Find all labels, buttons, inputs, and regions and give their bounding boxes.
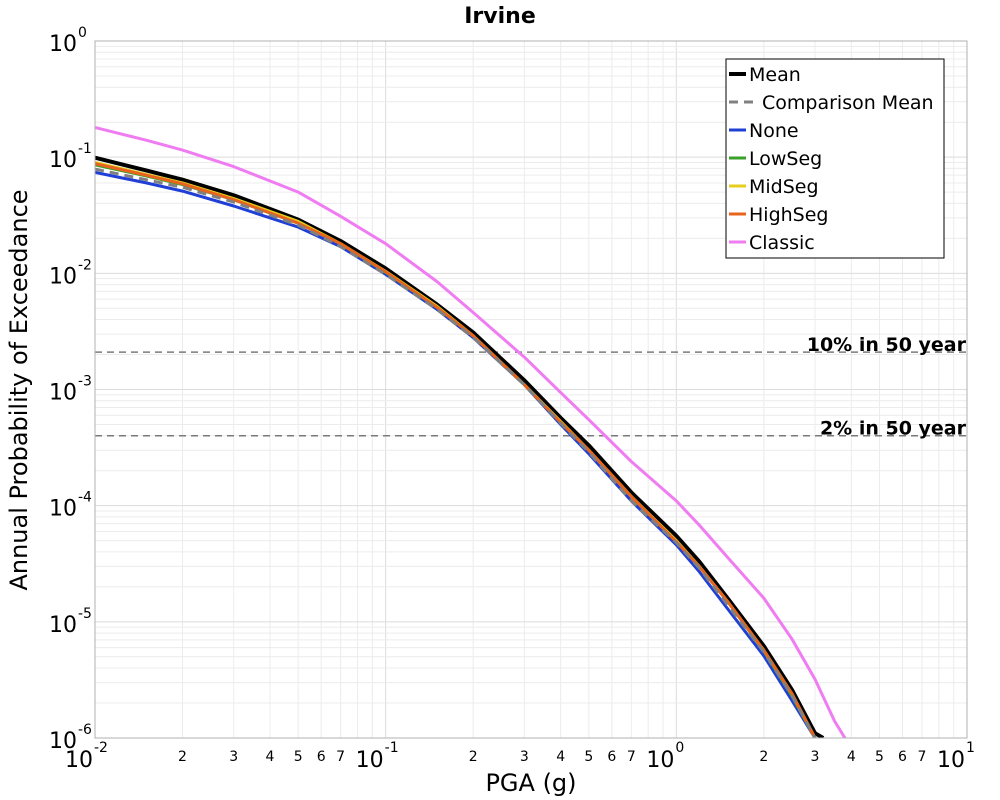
y-tick-exponent: -5 [78,606,92,622]
x-minor-tick-label: 4 [266,749,275,765]
plot-frame [94,40,968,739]
series-line-midseg [95,161,817,738]
x-minor-tick-label: 2 [759,749,768,765]
y-tick-label: 10 [49,497,77,522]
x-tick-exponent: -2 [94,740,108,756]
y-tick-label: 10 [49,729,77,754]
x-minor-tick-label: 4 [556,749,565,765]
reference-line-label: 10% in 50 year [807,334,967,356]
reference-lines: 10% in 50 year 2% in 50 year [95,334,967,440]
grid [94,41,967,739]
x-tick-label: 10 [356,748,384,773]
x-minor-tick-label: 7 [627,749,636,765]
legend-label: HighSeg [749,204,828,226]
x-minor-tick-label: 6 [607,749,616,765]
series-line-none [95,170,817,738]
y-tick-label: 10 [49,264,77,289]
x-minor-tick-label: 2 [178,749,187,765]
series-line-classic [95,126,847,738]
legend: Mean Comparison Mean None LowSeg MidSeg HighS… [725,58,945,259]
x-minor-tick-label: 5 [294,749,303,765]
legend-label: Mean [749,64,801,86]
legend-label: LowSeg [749,148,822,170]
x-tick-label: 10 [937,748,965,773]
x-tick-exponent: -1 [385,740,399,756]
x-tick-label: 10 [65,748,93,773]
x-minor-tick-label: 3 [520,749,529,765]
x-minor-tick-label: 5 [875,749,884,765]
y-tick-label: 10 [49,381,77,406]
legend-box [725,58,945,259]
y-tick-label: 10 [49,148,77,173]
reference-line-label: 2% in 50 year [820,418,967,440]
series-line-lowseg [95,163,817,738]
x-minor-tick-label: 5 [584,749,593,765]
x-minor-tick-label: 6 [898,749,907,765]
x-axis-label: PGA (g) [485,769,576,797]
chart-title: Irvine [464,4,536,29]
x-minor-tick-label: 4 [847,749,856,765]
y-tick-exponent: 0 [78,25,87,41]
series-line-comparison-mean [95,167,817,738]
y-tick-exponent: -2 [78,257,92,273]
x-tick-label: 10 [646,748,674,773]
x-minor-tick-label: 7 [918,749,927,765]
y-axis-label: Annual Probability of Exceedance [5,189,33,590]
x-minor-tick-label: 6 [317,749,326,765]
x-minor-tick-label: 7 [336,749,345,765]
y-tick-exponent: -6 [78,722,92,738]
legend-label: Classic [749,232,815,254]
x-minor-tick-label: 3 [229,749,238,765]
legend-label: Comparison Mean [762,92,934,114]
series-line-highseg [95,162,817,738]
x-minor-tick-label: 2 [469,749,478,765]
legend-label: None [749,120,799,142]
y-tick-exponent: -1 [78,141,92,157]
y-tick-exponent: -3 [78,374,92,390]
x-tick-exponent: 1 [966,740,975,756]
legend-label: MidSeg [749,176,819,198]
y-tick-exponent: -4 [78,490,92,506]
series-line-mean [95,155,825,738]
x-tick-labels: 10 -2 10 -1 10 0 10 12 3 4 5 6 7 2 3 4 5 6 7 2 3 4 5 6 7 [65,740,975,773]
x-tick-exponent: 0 [675,740,684,756]
y-tick-label: 10 [49,32,77,57]
series-lines [95,126,847,738]
y-tick-label: 10 [49,613,77,638]
x-minor-tick-label: 3 [811,749,820,765]
